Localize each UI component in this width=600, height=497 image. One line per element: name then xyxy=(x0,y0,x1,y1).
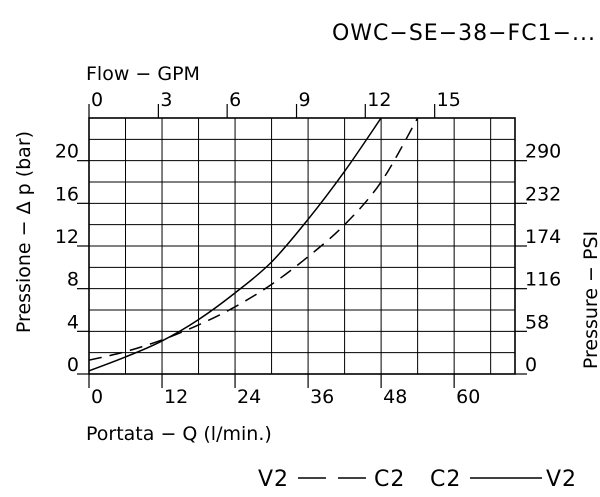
legend-label: C2 xyxy=(430,467,461,492)
x-tick-label: 12 xyxy=(164,386,188,408)
x-tick-label: 48 xyxy=(383,386,407,408)
x-tick-label: 60 xyxy=(456,386,480,408)
series-line-solid xyxy=(89,118,382,372)
x2-tick-label: 3 xyxy=(160,89,172,111)
y2-tick-label: 232 xyxy=(525,183,561,205)
bottom-axis-title: Portata − Q (l/min.) xyxy=(86,423,272,445)
chart-title: OWC−SE−38−FC1−... xyxy=(332,21,596,46)
y2-tick-label: 116 xyxy=(525,269,561,291)
y2-tick-label: 0 xyxy=(525,354,537,376)
x2-tick-label: 9 xyxy=(299,89,311,111)
y-tick-label: 4 xyxy=(67,311,79,333)
legend: V2 C2 C2 V2 xyxy=(258,467,577,492)
legend-label: C2 xyxy=(374,467,405,492)
x2-tick-label: 12 xyxy=(367,89,391,111)
right-axis-title: Pressure − PSI xyxy=(580,231,600,369)
x-tick-label: 24 xyxy=(237,386,261,408)
top-axis-title: Flow − GPM xyxy=(86,63,200,85)
series-line-dashed xyxy=(89,118,419,361)
y-tick-label: 12 xyxy=(55,226,79,248)
x-tick-label: 36 xyxy=(310,386,334,408)
x-tick-label: 0 xyxy=(91,386,103,408)
legend-item-dashed: V2 C2 xyxy=(258,467,405,492)
y2-tick-label: 174 xyxy=(525,226,561,248)
legend-item-solid: C2 V2 xyxy=(430,467,577,492)
left-axis-title: Pressione − Δ p (bar) xyxy=(13,131,35,333)
y-tick-label: 16 xyxy=(55,183,79,205)
y-tick-label: 20 xyxy=(55,141,79,163)
plot-area: 0 12 24 36 48 600 3 6 9 12 15048121620058116174232… xyxy=(55,89,561,408)
legend-label: V2 xyxy=(258,467,289,492)
legend-label: V2 xyxy=(546,467,577,492)
x2-tick-label: 0 xyxy=(91,89,103,111)
y2-tick-label: 58 xyxy=(525,311,549,333)
y-tick-label: 0 xyxy=(67,354,79,376)
y-tick-label: 8 xyxy=(67,269,79,291)
x2-tick-label: 6 xyxy=(229,89,241,111)
y2-tick-label: 290 xyxy=(525,141,561,163)
x2-tick-label: 15 xyxy=(437,89,461,111)
